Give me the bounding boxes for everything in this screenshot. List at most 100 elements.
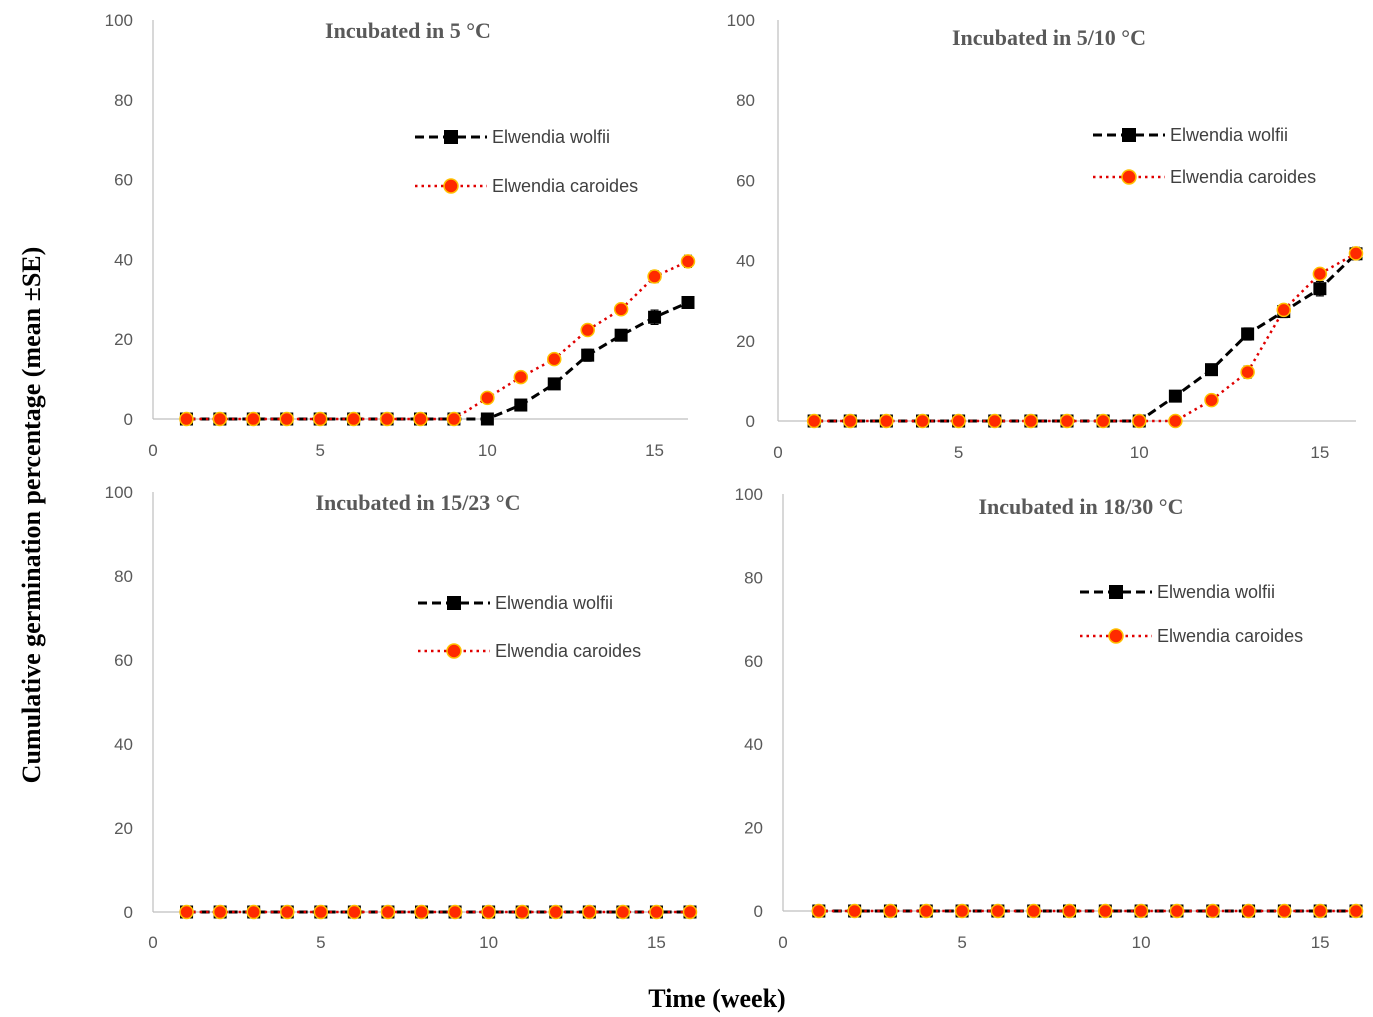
legend-label: Elwendia wolfii	[492, 127, 610, 147]
series-elwendia-caroides	[811, 903, 1364, 919]
x-tick-label: 0	[778, 933, 787, 952]
data-point	[1132, 413, 1147, 429]
data-point	[1348, 903, 1364, 919]
y-tick-label: 100	[727, 11, 755, 30]
data-point	[648, 310, 662, 324]
x-tick-label: 0	[148, 933, 157, 952]
data-point	[951, 413, 966, 429]
panel-title: Incubated in 15/23 °C	[315, 490, 520, 515]
y-tick-label: 0	[754, 902, 763, 921]
legend-label: Elwendia wolfii	[495, 593, 613, 613]
series-elwendia-caroides	[806, 246, 1364, 429]
data-point	[347, 904, 362, 920]
data-point	[447, 904, 463, 920]
data-point	[414, 904, 429, 920]
data-point	[1240, 364, 1255, 380]
legend-label: Elwendia caroides	[1170, 167, 1316, 187]
x-tick-label: 15	[1311, 933, 1330, 952]
data-point	[481, 904, 496, 920]
data-point	[1312, 266, 1328, 282]
y-tick-label: 20	[736, 332, 755, 351]
y-tick-label: 40	[744, 735, 763, 754]
series-line	[814, 252, 1358, 423]
data-point	[513, 369, 529, 385]
y-axis-title: Cumulative germination percentage (mean …	[17, 247, 46, 784]
x-tick-label: 0	[148, 441, 157, 460]
legend-label: Elwendia wolfii	[1157, 582, 1275, 602]
data-point	[1276, 302, 1291, 318]
panel-title: Incubated in 5/10 °C	[952, 25, 1146, 50]
data-point	[1095, 413, 1111, 429]
chart-panel-3: 0 20 40 60 80 100 0 5 10 15 Incubated in 15/23 °C E…	[105, 483, 698, 952]
data-point	[547, 377, 561, 391]
x-tick-label: 10	[479, 933, 498, 952]
data-point	[1277, 903, 1292, 919]
y-tick-label: 100	[105, 483, 133, 502]
data-point	[1026, 903, 1041, 919]
data-point	[1204, 392, 1219, 408]
data-point	[990, 903, 1006, 919]
x-tick-label: 5	[316, 933, 325, 952]
legend-marker	[1108, 628, 1124, 644]
data-point	[1312, 903, 1328, 919]
y-tick-label: 80	[114, 91, 133, 110]
data-point	[1098, 903, 1113, 919]
legend: Elwendia wolfii Elwendia caroides	[1080, 582, 1303, 646]
data-point	[280, 904, 295, 920]
y-tick-label: 60	[114, 651, 133, 670]
legend-marker	[446, 643, 462, 659]
data-point	[682, 904, 698, 920]
y-tick-label: 0	[124, 410, 133, 429]
y-tick-label: 40	[114, 250, 133, 269]
chart-panel-1: 0 20 40 60 80 100 0 5 10 15 Incubated in 5 °C Elwen…	[105, 11, 696, 460]
y-tick-label: 0	[124, 903, 133, 922]
data-point	[681, 295, 695, 309]
x-tick-label: 0	[773, 443, 782, 462]
data-point	[312, 411, 328, 427]
y-tick-label: 60	[744, 652, 763, 671]
legend: Elwendia wolfii Elwendia caroides	[418, 593, 641, 661]
data-point	[847, 903, 862, 919]
legend-marker	[1122, 128, 1136, 142]
data-point	[987, 413, 1002, 429]
x-tick-label: 10	[478, 441, 497, 460]
data-point	[313, 904, 329, 920]
data-point	[582, 904, 597, 920]
x-tick-label: 15	[645, 441, 664, 460]
legend-marker	[1121, 169, 1137, 185]
panel-title: Incubated in 18/30 °C	[978, 494, 1183, 519]
legend-marker	[443, 178, 459, 194]
legend: Elwendia wolfii Elwendia caroides	[415, 127, 638, 196]
data-point	[480, 390, 495, 406]
legend-label: Elwendia caroides	[1157, 626, 1303, 646]
y-tick-label: 40	[736, 252, 755, 271]
data-point	[548, 904, 563, 920]
data-point	[806, 413, 822, 429]
series-elwendia-caroides	[179, 254, 696, 427]
x-tick-label: 10	[1132, 933, 1151, 952]
data-point	[954, 903, 970, 919]
data-point	[843, 413, 858, 429]
y-tick-label: 100	[735, 485, 763, 504]
x-tick-label: 15	[647, 933, 666, 952]
legend-marker	[447, 596, 461, 610]
data-point	[1205, 363, 1218, 377]
legend: Elwendia wolfii Elwendia caroides	[1093, 125, 1316, 187]
y-tick-label: 20	[114, 819, 133, 838]
data-point	[811, 903, 827, 919]
y-tick-label: 60	[736, 171, 755, 190]
data-point	[613, 302, 629, 317]
y-tick-label: 0	[746, 412, 755, 431]
data-point	[580, 322, 595, 338]
data-point	[1168, 413, 1183, 429]
data-point	[380, 904, 396, 920]
data-point	[179, 904, 194, 920]
data-point	[413, 411, 428, 427]
x-tick-label: 5	[954, 443, 963, 462]
data-point	[1059, 413, 1075, 429]
chart-panel-2: 0 20 40 60 80 100 0 5 10 15 Incubated in 5/10 °C El…	[727, 11, 1364, 462]
legend-label: Elwendia caroides	[492, 176, 638, 196]
x-tick-label: 10	[1130, 443, 1149, 462]
x-tick-label: 5	[957, 933, 966, 952]
